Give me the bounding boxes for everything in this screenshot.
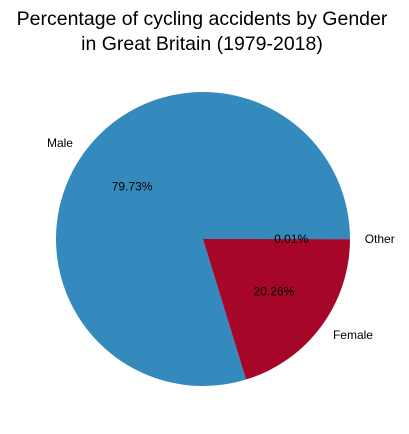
slice-percent-female: 20.26% — [254, 284, 295, 298]
pie-slice-female — [203, 239, 350, 380]
pie-slices — [55, 92, 350, 387]
pie-slice-male — [55, 92, 350, 387]
slice-label-other: Other — [365, 232, 395, 246]
pie-labels: Male 79.73% Female 20.26% Other 0.01% — [47, 136, 395, 342]
chart-title-line-2: in Great Britain (1979-2018) — [81, 33, 323, 55]
chart-title-line-1: Percentage of cycling accidents by Gende… — [17, 8, 388, 30]
slice-percent-male: 79.73% — [112, 180, 153, 194]
slice-label-female: Female — [333, 328, 373, 342]
slice-label-male: Male — [47, 136, 73, 150]
slice-percent-other: 0.01% — [274, 232, 308, 246]
